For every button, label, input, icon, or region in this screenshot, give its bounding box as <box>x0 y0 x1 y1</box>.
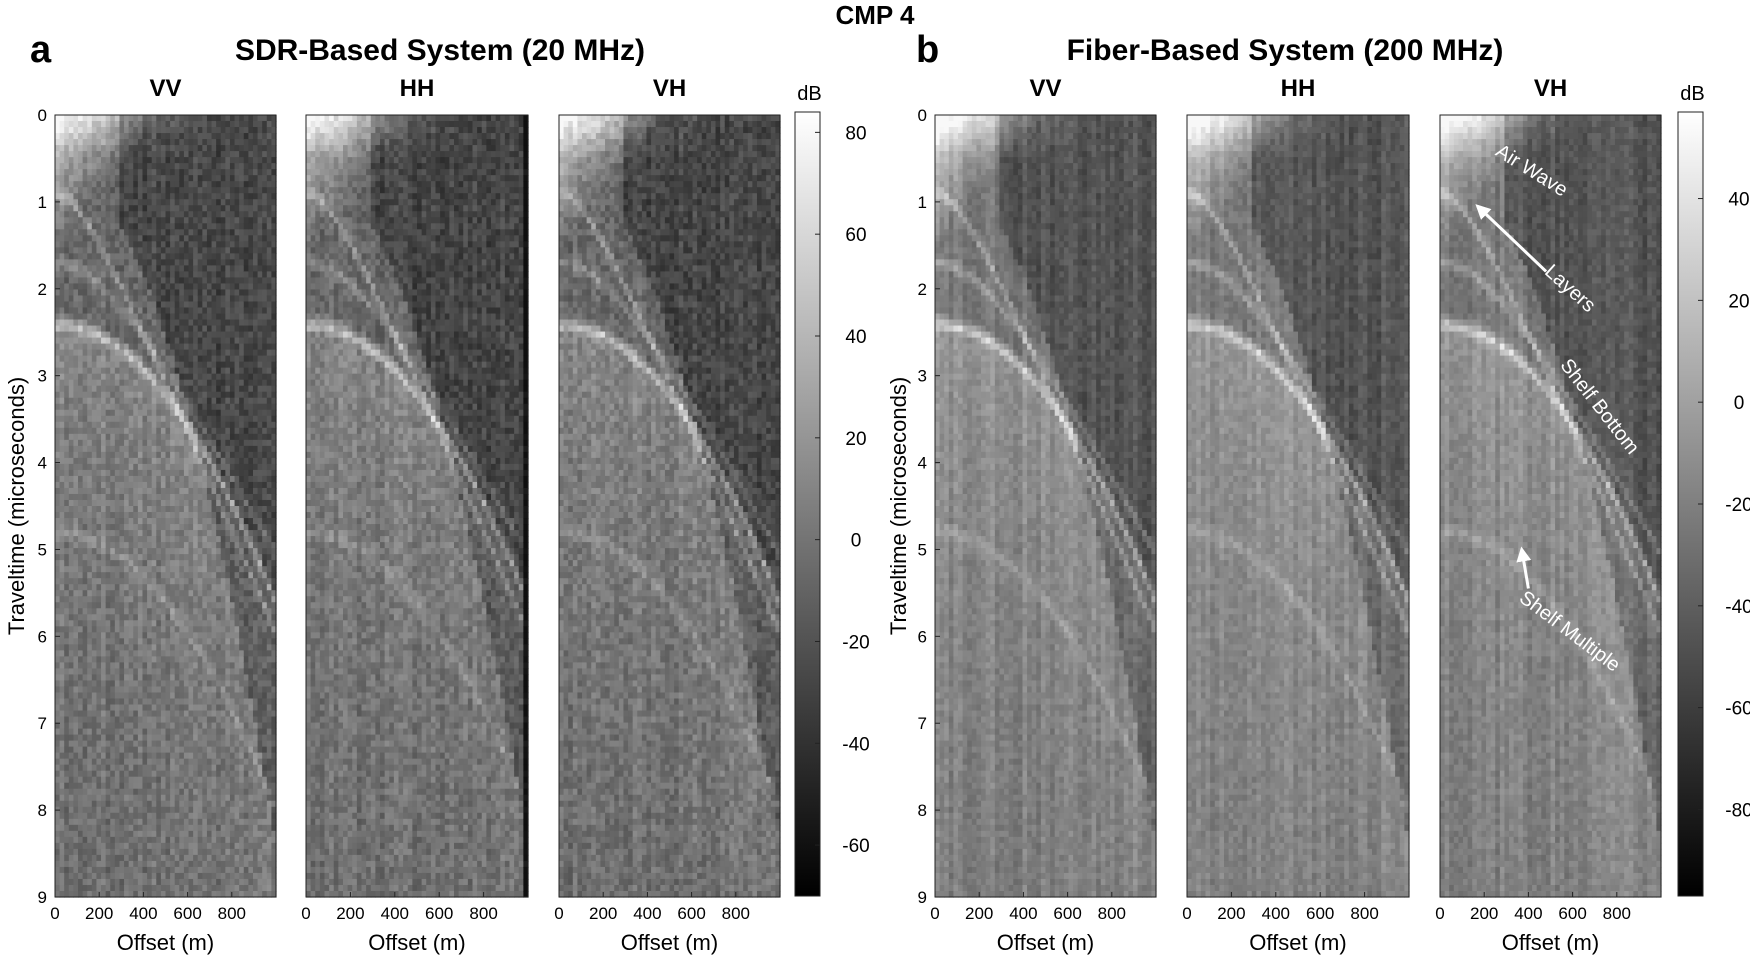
x-tick-label: 400 <box>1009 904 1037 923</box>
colorbar-tick-label: 40 <box>845 327 866 348</box>
colorbar-tick-label: -80 <box>1725 800 1750 821</box>
x-tick-label: 600 <box>677 904 705 923</box>
heatmap-panel-a-vv <box>55 115 277 898</box>
x-axis-label: Offset (m) <box>1502 930 1599 955</box>
y-tick-label: 9 <box>38 888 47 907</box>
colorbar-tick-label: -60 <box>842 836 869 857</box>
x-tick-label: 600 <box>425 904 453 923</box>
y-tick-label: 8 <box>918 801 927 820</box>
colorbar-tick-label: 80 <box>845 123 866 144</box>
x-tick-label: 400 <box>1514 904 1542 923</box>
colorbar-tick-label: -20 <box>842 632 869 653</box>
y-tick-label: 0 <box>38 106 47 125</box>
colorbar-tick-label: -40 <box>1725 597 1750 618</box>
panel-title-b-vv: VV <box>1029 75 1061 102</box>
y-tick-label: 1 <box>918 193 927 212</box>
y-tick-label: 7 <box>38 714 47 733</box>
y-tick-label: 4 <box>918 454 927 473</box>
x-axis-label: Offset (m) <box>997 930 1094 955</box>
y-tick-label: 6 <box>918 627 927 646</box>
y-tick-label: 0 <box>918 106 927 125</box>
x-tick-label: 0 <box>1182 904 1191 923</box>
colorbar-tick-label: -60 <box>1725 699 1750 720</box>
colorbar-unit-label: dB <box>1680 83 1704 105</box>
panel-title-a-vv: VV <box>149 75 181 102</box>
panel-b-letter: b <box>916 29 939 71</box>
x-tick-label: 0 <box>301 904 310 923</box>
x-tick-label: 800 <box>1098 904 1126 923</box>
x-tick-label: 600 <box>1558 904 1586 923</box>
y-tick-label: 7 <box>918 714 927 733</box>
x-tick-label: 800 <box>1603 904 1631 923</box>
colorbar-tick-label: 20 <box>845 429 866 450</box>
main-title: CMP 4 <box>836 0 916 30</box>
colorbar-tick-label: 0 <box>851 531 862 552</box>
y-tick-label: 1 <box>38 193 47 212</box>
y-tick-label: 2 <box>38 280 47 299</box>
x-tick-label: 600 <box>1306 904 1334 923</box>
panel-title-a-vh: VH <box>653 75 686 102</box>
y-tick-label: 3 <box>918 367 927 386</box>
x-tick-label: 600 <box>1053 904 1081 923</box>
colorbar-tick-label: -20 <box>1725 495 1750 516</box>
x-tick-label: 200 <box>85 904 113 923</box>
colorbar-tick-label: 40 <box>1728 190 1749 211</box>
x-tick-label: 200 <box>336 904 364 923</box>
x-tick-label: 400 <box>633 904 661 923</box>
x-axis-label: Offset (m) <box>621 930 718 955</box>
y-tick-label: 5 <box>918 540 927 559</box>
y-tick-label: 2 <box>918 280 927 299</box>
x-tick-label: 200 <box>1470 904 1498 923</box>
y-tick-label: 4 <box>38 454 47 473</box>
colorbar-tick-label: 60 <box>845 225 866 246</box>
colorbar-unit-label: dB <box>797 83 821 105</box>
y-tick-label: 3 <box>38 367 47 386</box>
x-tick-label: 800 <box>218 904 246 923</box>
colorbar-tick-label: -40 <box>842 734 869 755</box>
y-tick-label: 8 <box>38 801 47 820</box>
heatmap-panel-b-hh <box>1187 115 1410 898</box>
y-axis-label: Traveltime (microseconds) <box>4 377 29 635</box>
x-tick-label: 0 <box>1435 904 1444 923</box>
x-tick-label: 200 <box>1217 904 1245 923</box>
x-tick-label: 0 <box>930 904 939 923</box>
y-axis-label: Traveltime (microseconds) <box>886 377 911 635</box>
x-tick-label: 0 <box>50 904 59 923</box>
panel-a-title: SDR-Based System (20 MHz) <box>235 34 645 67</box>
colorbar-tick-label: 20 <box>1728 291 1749 312</box>
panel-title-b-vh: VH <box>1534 75 1567 102</box>
y-tick-label: 5 <box>38 540 47 559</box>
x-axis-label: Offset (m) <box>117 930 214 955</box>
y-tick-label: 9 <box>918 888 927 907</box>
x-tick-label: 800 <box>469 904 497 923</box>
panel-title-b-hh: HH <box>1281 75 1316 102</box>
x-tick-label: 400 <box>1262 904 1290 923</box>
colorbar-a <box>795 112 820 896</box>
x-tick-label: 800 <box>1350 904 1378 923</box>
x-tick-label: 200 <box>589 904 617 923</box>
x-tick-label: 400 <box>381 904 409 923</box>
x-axis-label: Offset (m) <box>1249 930 1346 955</box>
y-tick-label: 6 <box>38 627 47 646</box>
x-tick-label: 800 <box>722 904 750 923</box>
panel-a-letter: a <box>30 29 52 71</box>
x-tick-label: 400 <box>129 904 157 923</box>
x-axis-label: Offset (m) <box>368 930 465 955</box>
panel-title-a-hh: HH <box>400 75 435 102</box>
x-tick-label: 600 <box>173 904 201 923</box>
x-tick-label: 0 <box>554 904 563 923</box>
panel-b-title: Fiber-Based System (200 MHz) <box>1067 34 1504 67</box>
heatmap-panel-b-vh <box>1440 115 1662 898</box>
colorbar-tick-label: 0 <box>1734 393 1745 414</box>
heatmap-panel-a-hh <box>306 115 529 898</box>
heatmap-panel-b-vv <box>935 115 1157 898</box>
heatmap-panel-a-vh <box>559 115 781 898</box>
x-tick-label: 200 <box>965 904 993 923</box>
